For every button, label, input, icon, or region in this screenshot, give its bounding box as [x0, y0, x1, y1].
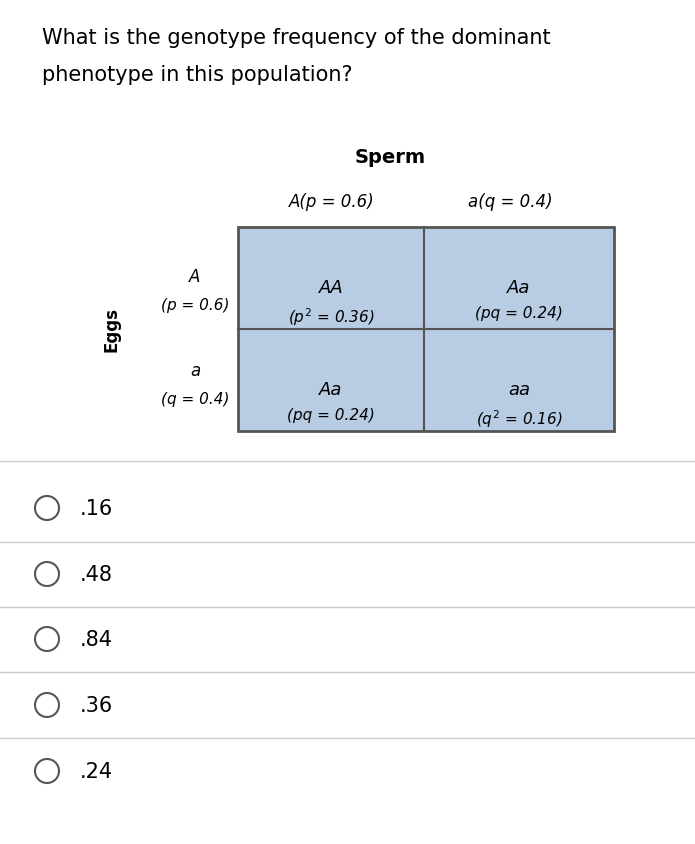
Text: (pq = 0.24): (pq = 0.24) — [475, 306, 563, 321]
Text: .24: .24 — [80, 761, 113, 781]
Text: aa: aa — [508, 381, 530, 398]
Circle shape — [35, 562, 59, 587]
Text: (pq = 0.24): (pq = 0.24) — [287, 408, 375, 423]
Circle shape — [35, 627, 59, 652]
Circle shape — [35, 496, 59, 521]
Text: ($p^2$ = 0.36): ($p^2$ = 0.36) — [288, 306, 374, 327]
Text: What is the genotype frequency of the dominant: What is the genotype frequency of the do… — [42, 28, 550, 48]
Text: Aa: Aa — [507, 279, 531, 296]
Text: A(p = 0.6): A(p = 0.6) — [289, 192, 375, 211]
Text: AA: AA — [318, 279, 343, 296]
Text: (p = 0.6): (p = 0.6) — [161, 298, 229, 312]
Text: Eggs: Eggs — [103, 307, 121, 352]
Text: .16: .16 — [80, 499, 113, 518]
Bar — [238, 228, 614, 431]
Text: Aa: Aa — [319, 381, 343, 398]
Circle shape — [35, 693, 59, 717]
Text: Sperm: Sperm — [354, 148, 425, 167]
Text: .48: .48 — [80, 565, 113, 584]
Text: .84: .84 — [80, 630, 113, 649]
Circle shape — [35, 759, 59, 783]
Text: (q = 0.4): (q = 0.4) — [161, 392, 229, 407]
Text: .36: .36 — [80, 695, 113, 715]
Text: ($q^2$ = 0.16): ($q^2$ = 0.16) — [476, 408, 562, 430]
Text: phenotype in this population?: phenotype in this population? — [42, 65, 352, 85]
Text: a(q = 0.4): a(q = 0.4) — [468, 192, 553, 211]
Text: A: A — [189, 268, 201, 285]
Text: a: a — [190, 361, 200, 380]
